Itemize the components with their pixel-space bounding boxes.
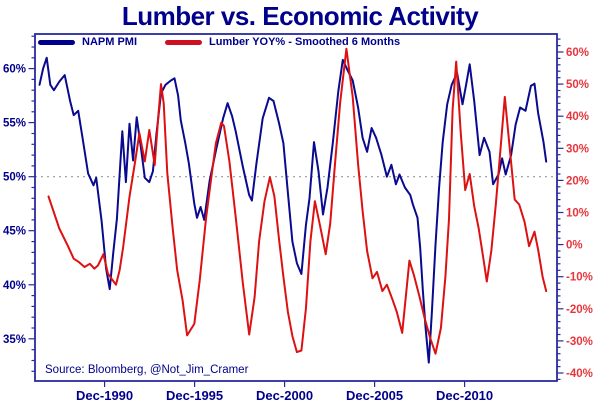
- right-axis-tick-label: -30%: [566, 336, 593, 348]
- x-axis-tick-label: Dec-2010: [436, 388, 493, 403]
- lumber-legend-label: Lumber YOY% - Smoothed 6 Months: [209, 36, 401, 48]
- left-axis-tick-label: 60%: [3, 64, 26, 76]
- left-axis-tick-label: 50%: [3, 172, 26, 184]
- right-axis-tick-label: 20%: [566, 175, 589, 187]
- x-axis-tick-label: Dec-1995: [166, 388, 223, 403]
- right-axis-tick-label: 50%: [566, 79, 589, 91]
- right-axis-tick-label: 30%: [566, 143, 589, 155]
- plot-frame: [34, 33, 558, 382]
- legend: NAPM PMI Lumber YOY% - Smoothed 6 Months: [38, 36, 400, 48]
- right-axis-tick-label: 10%: [566, 208, 589, 220]
- x-axis-labels: Dec-1990 Dec-1995 Dec-2000 Dec-2005 Dec-2010: [76, 388, 493, 403]
- napm-pmi-line: [38, 56, 548, 364]
- x-axis-tick-label: Dec-2000: [256, 388, 313, 403]
- left-axis-tick-label: 40%: [3, 280, 26, 292]
- left-axis-labels: 35% 40% 45% 50% 55% 60%: [3, 64, 26, 346]
- x-axis-tick-label: Dec-1990: [76, 388, 133, 403]
- lumber-yoy-line: [47, 47, 548, 355]
- napm-pmi-legend-swatch: [38, 39, 75, 45]
- left-axis-tick-label: 45%: [3, 226, 26, 238]
- left-axis-tick-label: 55%: [3, 118, 26, 130]
- axis-ticks: [28, 35, 564, 387]
- napm-pmi-legend-label: NAPM PMI: [82, 36, 137, 48]
- page-title: Lumber vs. Economic Activity: [121, 1, 479, 31]
- right-axis-labels: -40% -30% -20% -10% 0% 10% 20% 30% 40% 50% 60%: [566, 47, 593, 380]
- left-axis-tick-label: 35%: [3, 334, 26, 346]
- right-axis-tick-label: -40%: [566, 368, 593, 380]
- right-axis-tick-label: -20%: [566, 304, 593, 316]
- right-axis-tick-label: 60%: [566, 47, 589, 59]
- source-note: Source: Bloomberg, @Not_Jim_Cramer: [45, 364, 249, 376]
- lumber-legend-swatch: [165, 39, 202, 45]
- right-axis-tick-label: 0%: [566, 240, 583, 252]
- right-axis-tick-label: -10%: [566, 272, 593, 284]
- x-axis-tick-label: Dec-2005: [346, 388, 403, 403]
- right-axis-tick-label: 40%: [566, 111, 589, 123]
